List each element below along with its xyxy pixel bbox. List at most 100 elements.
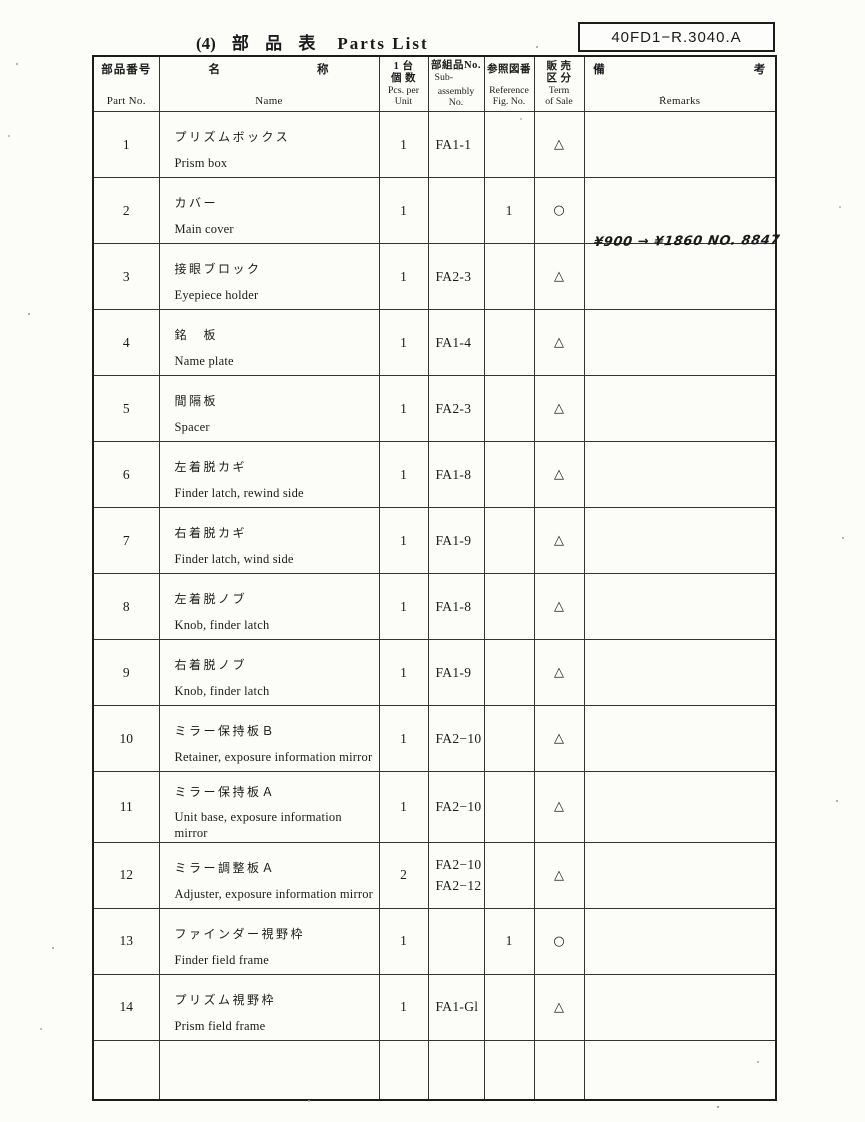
name-cell: 銘 板 Name plate — [158, 309, 380, 376]
part-no: 13 — [119, 933, 134, 949]
part-name-en: Main cover — [174, 221, 234, 236]
part-no-cell: 1 — [92, 111, 160, 178]
part-no: 9 — [122, 664, 130, 680]
name-cell: 接眼ブロック Eyepiece holder — [158, 243, 380, 310]
part-name-jp: ミラー調整板Ａ — [174, 861, 277, 876]
name-cell: 右着脱カギ Finder latch, wind side — [158, 507, 380, 574]
table-row: 11 ミラー保持板Ａ Unit base, exposure information… — [92, 771, 777, 843]
part-no: 8 — [122, 598, 130, 614]
header-ref-fig: 参照図番 Reference Fig. No. — [483, 55, 535, 112]
part-name-en: Finder latch, wind side — [174, 551, 294, 566]
table-row: 9 右着脱ノブ Knob, finder latch 1 FA1-9 △ — [92, 639, 777, 706]
part-no: 6 — [122, 466, 130, 482]
name-cell: プリズム視野枠 Prism field frame — [158, 973, 380, 1041]
part-no-cell: 11 — [92, 771, 160, 843]
table-row: 4 銘 板 Name plate 1 FA1-4 △ — [92, 309, 777, 376]
part-name-en: Retainer, exposure information mirror — [174, 749, 373, 764]
name-cell: ミラー保持板Ｂ Retainer, exposure information mi… — [158, 705, 380, 772]
sub-assembly-cell: FA2-3 — [427, 243, 485, 310]
sub-assembly-cell: FA2−10 — [427, 771, 485, 843]
sub-assembly-no: FA2−10 — [435, 730, 482, 746]
sub-assembly-no-2: FA2−12 — [435, 878, 482, 894]
header-term-jp-1: 販 売 — [546, 60, 572, 72]
part-no: 12 — [119, 867, 134, 883]
table-row: 14 プリズム視野枠 Prism field frame 1 FA1-Gl △ — [92, 973, 777, 1041]
table-row: 7 右着脱カギ Finder latch, wind side 1 FA1-9 △ — [92, 507, 777, 574]
sub-assembly-no: FA1-9 — [435, 532, 472, 548]
remarks-cell — [583, 771, 777, 843]
header-part-no: 部品番号 Part No. — [92, 55, 160, 112]
part-no: 1 — [122, 136, 130, 152]
sub-assembly-cell: FA1-8 — [427, 441, 485, 508]
ref-fig-cell — [483, 705, 535, 772]
handwritten-price-note: ¥900 → ¥1860 NO. 8847 — [592, 233, 781, 250]
name-cell: ファインダー視野枠 Finder field frame — [158, 907, 380, 975]
ref-fig-cell — [483, 441, 535, 508]
header-sub-en-1: Sub- — [434, 71, 454, 83]
sub-assembly-cell — [427, 907, 485, 975]
name-cell: プリズムボックス Prism box — [158, 111, 380, 178]
part-no-cell: 7 — [92, 507, 160, 574]
header-term-of-sale: 販 売 区 分 Term of Sale — [533, 55, 585, 112]
table-row-empty — [92, 1039, 777, 1101]
table-row: 1 プリズムボックス Prism box 1 FA1-1 △ — [92, 111, 777, 178]
part-no: 10 — [119, 730, 134, 746]
header-ref-en-1: Reference — [489, 85, 529, 96]
term-of-sale-cell: △ — [533, 973, 585, 1041]
sub-assembly-no: FA1-8 — [435, 466, 472, 482]
section-number: (4) — [196, 34, 216, 53]
table-body: 1 プリズムボックス Prism box 1 FA1-1 △ 2 カバー Main cover 1… — [92, 111, 780, 1101]
table-row: 5 間隔板 Spacer 1 FA2-3 △ — [92, 375, 777, 442]
term-of-sale-cell: ○ — [533, 177, 585, 244]
name-cell: 右着脱ノブ Knob, finder latch — [158, 639, 380, 706]
ref-fig-cell — [483, 507, 535, 574]
part-no: 2 — [122, 202, 130, 218]
sub-assembly-cell: FA1-1 — [427, 111, 485, 178]
qty-cell: 1 — [378, 441, 429, 508]
ref-fig-cell — [483, 309, 535, 376]
header-sub-jp: 部組品No. — [431, 59, 481, 71]
table-header: 部品番号 Part No. 名 称 Name 1 台 個 数 Pcs. per — [92, 55, 777, 112]
part-name-jp: カバー — [174, 196, 219, 211]
header-remarks-en: Remarks — [659, 95, 701, 107]
remarks-cell — [583, 507, 777, 574]
part-no-cell: 2 — [92, 177, 160, 244]
sub-assembly-cell — [427, 1039, 485, 1101]
part-no: 7 — [122, 532, 130, 548]
remarks-cell — [583, 841, 777, 909]
qty-cell: 1 — [378, 573, 429, 640]
term-of-sale-cell: △ — [533, 507, 585, 574]
sub-assembly-cell: FA2-3 — [427, 375, 485, 442]
term-of-sale-cell: △ — [533, 705, 585, 772]
term-of-sale-cell: △ — [533, 309, 585, 376]
header-part-no-jp: 部品番号 — [101, 64, 152, 76]
part-name-jp: 左着脱カギ — [174, 460, 248, 475]
name-cell: 左着脱ノブ Knob, finder latch — [158, 573, 380, 640]
remarks-cell — [583, 907, 777, 975]
part-name-jp: ミラー保持板Ｂ — [174, 724, 277, 739]
part-no-cell: 3 — [92, 243, 160, 310]
sub-assembly-no: FA1-9 — [435, 664, 472, 680]
header-sub-en-2: assembly — [437, 85, 475, 97]
qty-cell: 1 — [378, 243, 429, 310]
remarks-cell — [583, 309, 777, 376]
header-term-jp-2: 区 分 — [546, 72, 572, 84]
part-name-en: Finder field frame — [174, 952, 270, 967]
part-no-cell: 6 — [92, 441, 160, 508]
sub-assembly-no: FA2-3 — [435, 400, 472, 416]
name-cell: ミラー保持板Ａ Unit base, exposure information m… — [158, 771, 380, 843]
sub-assembly-no: FA2−10 — [435, 856, 482, 872]
header-sub-assembly: 部組品No. Sub- assembly No. — [427, 55, 485, 112]
remarks-cell — [583, 1039, 777, 1101]
term-of-sale-cell: △ — [533, 771, 585, 843]
header-part-no-en: Part No. — [106, 95, 146, 107]
qty-cell: 1 — [378, 973, 429, 1041]
part-no-cell: 4 — [92, 309, 160, 376]
part-name-jp: プリズム視野枠 — [174, 993, 277, 1008]
term-of-sale-cell: △ — [533, 243, 585, 310]
page-title-en: Parts List — [337, 34, 429, 53]
part-no-cell: 14 — [92, 973, 160, 1041]
header-term-en-1: Term — [548, 84, 570, 96]
scan-specks — [0, 0, 2, 2]
sub-assembly-no: FA1-1 — [435, 136, 472, 152]
